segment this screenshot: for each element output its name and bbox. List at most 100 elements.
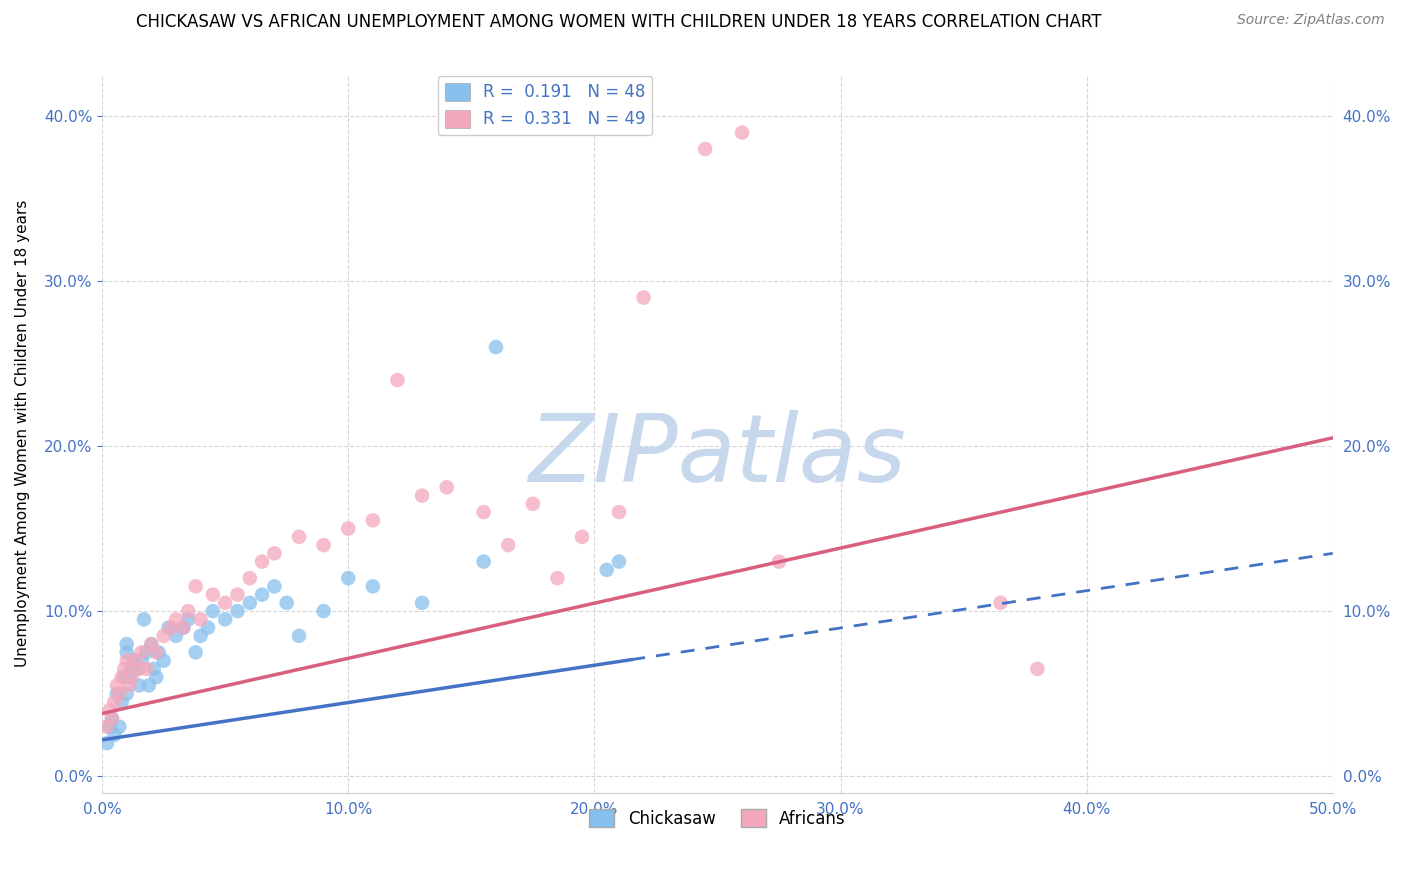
Point	[184, 645, 207, 659]
Point	[633, 291, 655, 305]
Point	[96, 736, 118, 750]
Point	[157, 621, 180, 635]
Point	[121, 662, 143, 676]
Point	[1026, 662, 1049, 676]
Point	[98, 703, 121, 717]
Point	[496, 538, 519, 552]
Point	[201, 588, 224, 602]
Point	[141, 637, 163, 651]
Point	[595, 563, 617, 577]
Point	[312, 538, 335, 552]
Point	[141, 637, 163, 651]
Point	[411, 489, 433, 503]
Point	[111, 670, 134, 684]
Point	[125, 662, 148, 676]
Point	[131, 654, 153, 668]
Point	[122, 654, 145, 668]
Point	[312, 604, 335, 618]
Legend: Chickasaw, Africans: Chickasaw, Africans	[582, 803, 852, 835]
Point	[112, 662, 135, 676]
Point	[263, 546, 285, 560]
Point	[145, 645, 167, 659]
Point	[105, 687, 128, 701]
Point	[197, 621, 219, 635]
Point	[160, 621, 183, 635]
Point	[190, 629, 212, 643]
Point	[239, 596, 262, 610]
Point	[132, 612, 155, 626]
Point	[165, 629, 187, 643]
Point	[250, 555, 273, 569]
Point	[201, 604, 224, 618]
Point	[436, 480, 458, 494]
Point	[148, 645, 170, 659]
Point	[122, 654, 145, 668]
Point	[128, 662, 150, 676]
Point	[522, 497, 544, 511]
Text: Source: ZipAtlas.com: Source: ZipAtlas.com	[1237, 13, 1385, 28]
Point	[118, 678, 141, 692]
Point	[485, 340, 508, 354]
Point	[145, 670, 167, 684]
Point	[177, 604, 200, 618]
Point	[115, 637, 138, 651]
Text: ZIPatlas: ZIPatlas	[529, 409, 907, 500]
Point	[108, 720, 131, 734]
Point	[546, 571, 568, 585]
Y-axis label: Unemployment Among Women with Children Under 18 years: Unemployment Among Women with Children U…	[15, 200, 30, 667]
Point	[226, 604, 249, 618]
Point	[115, 687, 138, 701]
Point	[472, 505, 495, 519]
Point	[361, 579, 384, 593]
Point	[990, 596, 1012, 610]
Point	[695, 142, 717, 156]
Point	[190, 612, 212, 626]
Point	[607, 555, 630, 569]
Point	[361, 513, 384, 527]
Text: CHICKASAW VS AFRICAN UNEMPLOYMENT AMONG WOMEN WITH CHILDREN UNDER 18 YEARS CORRE: CHICKASAW VS AFRICAN UNEMPLOYMENT AMONG …	[136, 13, 1101, 31]
Point	[172, 621, 194, 635]
Point	[263, 579, 285, 593]
Point	[101, 711, 124, 725]
Point	[288, 530, 311, 544]
Point	[128, 678, 150, 692]
Point	[118, 670, 141, 684]
Point	[214, 612, 236, 626]
Point	[768, 555, 790, 569]
Point	[607, 505, 630, 519]
Point	[131, 645, 153, 659]
Point	[121, 670, 143, 684]
Point	[337, 522, 360, 536]
Point	[103, 728, 125, 742]
Point	[239, 571, 262, 585]
Point	[226, 588, 249, 602]
Point	[214, 596, 236, 610]
Point	[105, 678, 128, 692]
Point	[472, 555, 495, 569]
Point	[571, 530, 593, 544]
Point	[276, 596, 298, 610]
Point	[115, 645, 138, 659]
Point	[731, 126, 754, 140]
Point	[96, 720, 118, 734]
Point	[135, 645, 157, 659]
Point	[172, 621, 194, 635]
Point	[111, 695, 134, 709]
Point	[250, 588, 273, 602]
Point	[288, 629, 311, 643]
Point	[411, 596, 433, 610]
Point	[138, 678, 160, 692]
Point	[165, 612, 187, 626]
Point	[177, 612, 200, 626]
Point	[103, 695, 125, 709]
Point	[337, 571, 360, 585]
Point	[184, 579, 207, 593]
Point	[101, 711, 124, 725]
Point	[98, 720, 121, 734]
Point	[135, 662, 157, 676]
Point	[115, 654, 138, 668]
Point	[387, 373, 409, 387]
Point	[142, 662, 165, 676]
Point	[152, 654, 174, 668]
Point	[152, 629, 174, 643]
